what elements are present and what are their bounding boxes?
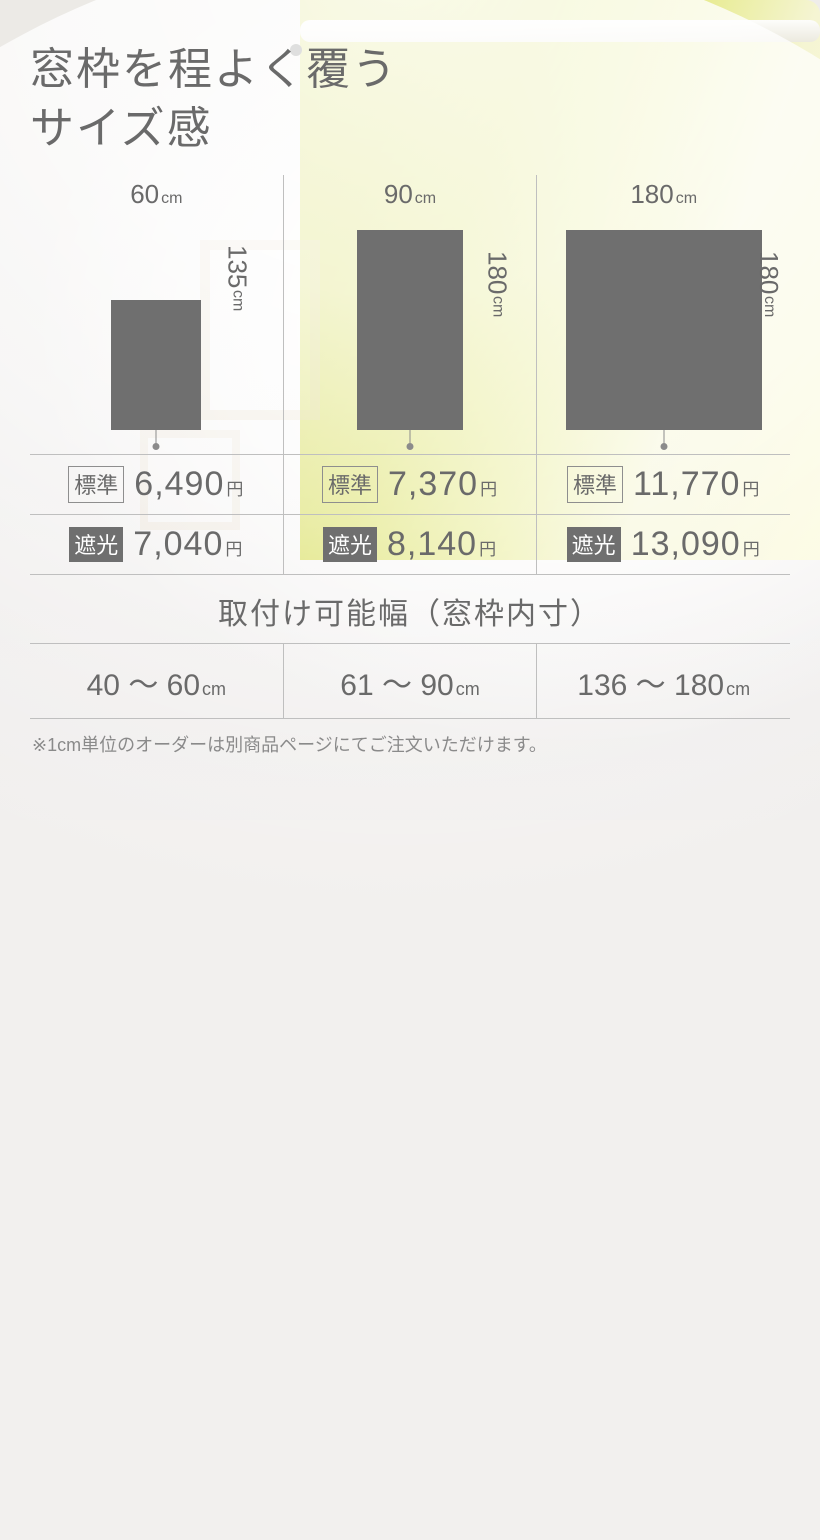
heading-line-1: 窓枠を程よく覆う [30,40,790,99]
heading-line-2: サイズ感 [30,99,790,158]
content: 窓枠を程よく覆う サイズ感 60cm 135cm 90cm 180cm 180c [0,0,820,820]
tag-blackout: 遮光 [69,527,123,562]
price-cell: 標準 7,370円 [283,455,537,514]
height-label: 180cm [753,251,784,318]
height-label: 135cm [222,245,253,312]
price-value: 7,370円 [388,465,498,504]
tag-standard: 標準 [322,466,378,503]
tag-standard: 標準 [567,466,623,503]
width-label: 60cm [130,179,182,210]
width-label: 90cm [384,179,436,210]
tag-blackout: 遮光 [567,527,621,562]
price-value: 11,770円 [633,465,760,504]
tag-blackout: 遮光 [323,527,377,562]
range-cell: 136 〜 180cm [536,644,790,718]
range-cell: 40 〜 60cm [30,644,283,718]
main-heading: 窓枠を程よく覆う サイズ感 [30,40,790,159]
range-cell: 61 〜 90cm [283,644,537,718]
size-cell-180: 180cm 180cm [536,175,790,454]
size-cell-60: 60cm 135cm [30,175,283,454]
price-cell: 遮光 8,140円 [283,515,537,574]
footnote: ※1cm単位のオーダーは別商品ページにてご注文いただけます。 [30,719,790,757]
price-value: 8,140円 [387,525,497,564]
width-label: 180cm [630,179,697,210]
price-cell: 遮光 13,090円 [536,515,790,574]
price-value: 6,490円 [134,465,244,504]
size-cell-90: 90cm 180cm [283,175,537,454]
fit-width-heading: 取付け可能幅（窓枠内寸） [30,575,790,644]
price-cell: 遮光 7,040円 [30,515,283,574]
blind-icon [111,300,201,430]
height-label: 180cm [481,251,512,318]
price-row-blackout: 遮光 7,040円 遮光 8,140円 遮光 13,090円 [30,515,790,575]
range-row: 40 〜 60cm 61 〜 90cm 136 〜 180cm [30,644,790,719]
blind-icon [357,230,463,430]
price-cell: 標準 11,770円 [536,455,790,514]
price-value: 13,090円 [631,525,761,564]
price-row-standard: 標準 6,490円 標準 7,370円 標準 11,770円 [30,455,790,515]
blind-icon [566,230,762,430]
tag-standard: 標準 [68,466,124,503]
sizes-row: 60cm 135cm 90cm 180cm 180cm 180cm [30,175,790,455]
price-cell: 標準 6,490円 [30,455,283,514]
price-value: 7,040円 [133,525,243,564]
